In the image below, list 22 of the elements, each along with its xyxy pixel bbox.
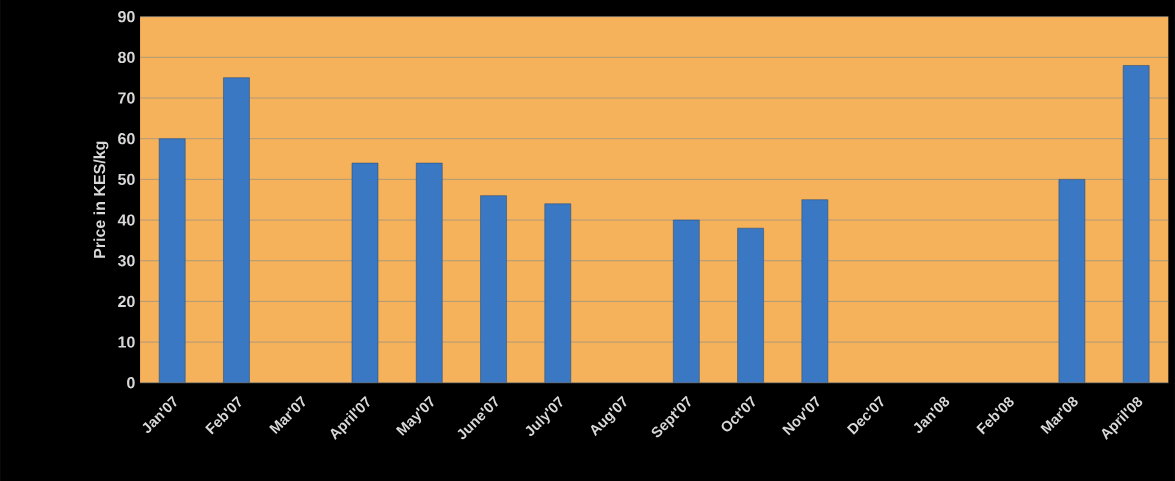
bar	[480, 195, 507, 383]
y-tick-label: 90	[118, 10, 135, 23]
bar	[415, 162, 443, 383]
bar	[158, 138, 186, 383]
bar	[1122, 65, 1150, 383]
bar	[1058, 178, 1086, 383]
y-tick-label: 40	[117, 214, 135, 226]
bar	[544, 203, 572, 383]
bar	[737, 227, 764, 383]
y-tick-label: 0	[127, 376, 135, 389]
y-tick-label: 50	[118, 173, 135, 185]
y-tick-label: 70	[118, 92, 135, 104]
y-tick-label: 60	[118, 132, 135, 145]
bar	[673, 219, 700, 383]
y-tick-label: 10	[118, 336, 135, 348]
y-axis-title: Price in KES/kg	[93, 141, 109, 258]
bar	[223, 77, 250, 383]
bar	[801, 199, 829, 383]
bar	[351, 162, 379, 383]
y-tick-label: 80	[118, 51, 135, 63]
y-tick-label: 20	[118, 295, 135, 307]
y-tick-label: 30	[117, 254, 135, 267]
